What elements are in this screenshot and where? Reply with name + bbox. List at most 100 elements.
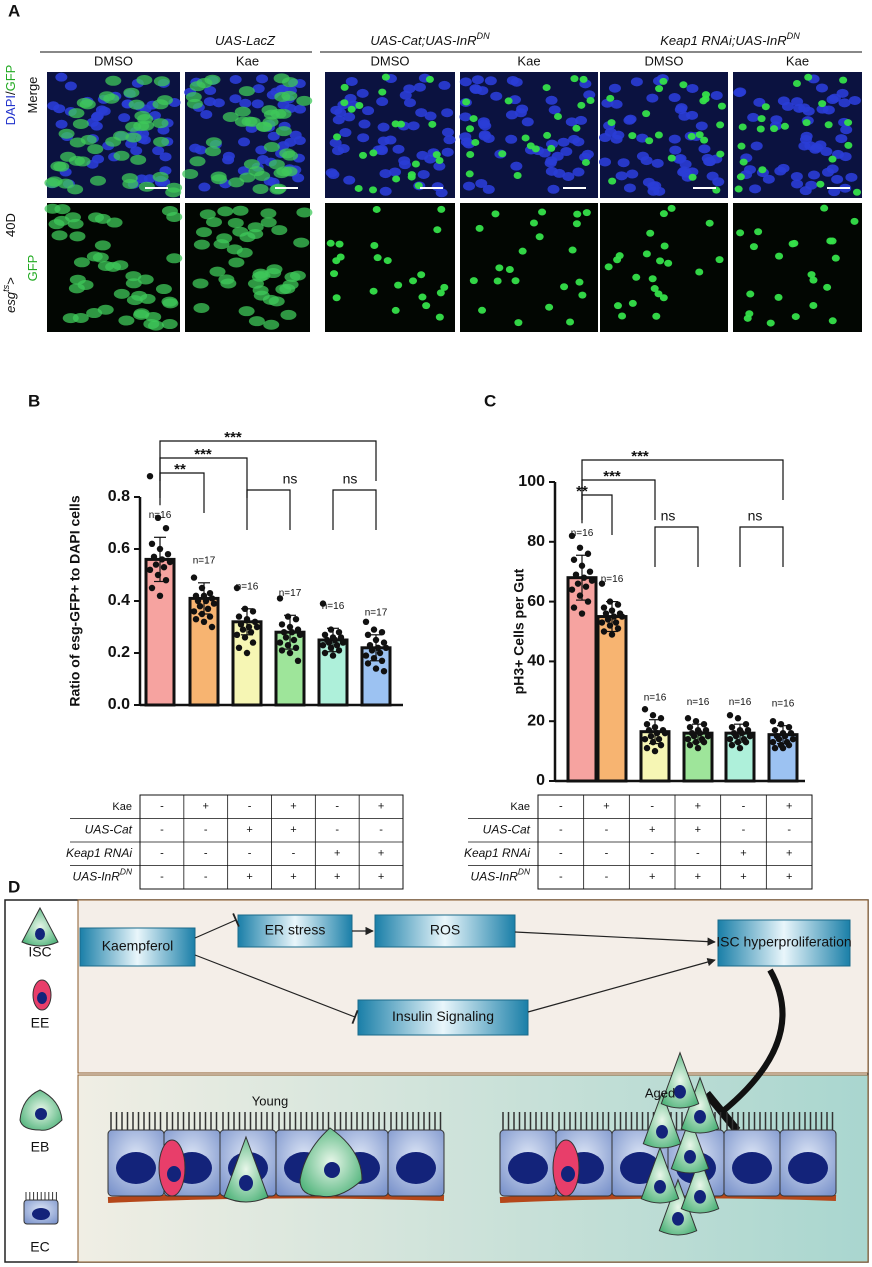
gfp-cell [577, 101, 586, 109]
gfp-cell [236, 247, 253, 258]
gfp-cell [392, 175, 401, 183]
data-point [233, 584, 241, 592]
table-cell: - [160, 801, 164, 813]
data-point [380, 668, 388, 675]
gfp-cell [340, 99, 349, 107]
nucleus [845, 172, 858, 182]
gfp-cell [478, 306, 487, 314]
data-point [276, 639, 284, 646]
nucleus [433, 161, 446, 171]
gfp-cell [136, 75, 153, 86]
gfp-cell [648, 275, 657, 283]
data-point [746, 732, 754, 740]
n-label: n=16 [644, 692, 667, 703]
gfp-cell [186, 98, 203, 109]
gfp-cell [254, 270, 271, 281]
nucleus [694, 1190, 706, 1204]
nucleus [357, 133, 370, 143]
data-point [162, 577, 170, 584]
gfp-cell [422, 302, 431, 310]
nucleus [793, 103, 806, 113]
gfp-cell [828, 155, 837, 163]
nucleus [362, 106, 375, 116]
data-point [253, 623, 261, 631]
table-cell: + [290, 871, 296, 883]
nucleus [647, 181, 660, 191]
group-header: UAS-Cat;UAS-InRDN [370, 31, 490, 48]
data-point [376, 649, 384, 657]
data-point [372, 665, 380, 672]
gfp-cell [780, 122, 789, 130]
gfp-cell [332, 294, 341, 302]
data-point [362, 652, 370, 659]
gfp-cell [211, 174, 228, 185]
data-point [243, 649, 251, 657]
gfp-cell [628, 132, 637, 140]
gfp-cell [818, 100, 827, 108]
nucleus [424, 111, 437, 121]
table-cell: - [742, 824, 746, 836]
nucleus [802, 106, 815, 116]
table-row-label: UAS-InRDN [73, 866, 133, 883]
significance-bracket [246, 489, 291, 530]
group-header-main: UAS-LacZ [215, 33, 276, 48]
nucleus [544, 158, 557, 168]
gfp-cell [153, 136, 170, 147]
nucleus [396, 1152, 436, 1184]
node-label: Kaempferol [102, 938, 174, 954]
gfp-cell [572, 220, 581, 228]
data-point [570, 556, 578, 563]
gfp-cell [608, 177, 617, 185]
nucleus [152, 146, 165, 156]
node-box [357, 999, 529, 1036]
nucleus [673, 154, 686, 164]
gfp-cell [826, 237, 835, 245]
nucleus [415, 108, 428, 118]
data-point [645, 726, 653, 734]
y-axis-label: pH3+ Cells per Gut [511, 568, 527, 694]
gfp-cell [526, 142, 535, 150]
gfp-cell [659, 294, 668, 302]
gfp-cell [667, 154, 676, 162]
nucleus [617, 158, 630, 168]
nucleus [654, 1180, 666, 1194]
data-point [247, 629, 255, 636]
data-point [204, 605, 212, 612]
nucleus [816, 104, 829, 114]
gfp-cell [660, 242, 669, 250]
nucleus [694, 1110, 706, 1124]
nucleus [624, 114, 637, 124]
inhibition [194, 954, 359, 1025]
table-row-label-main: Keap1 RNAi [464, 846, 530, 860]
gfp-cell [659, 210, 668, 218]
gfp-cell [86, 308, 103, 319]
gfp-cell [816, 180, 825, 188]
nucleus [32, 1208, 50, 1220]
gfp-cell [734, 185, 743, 193]
gfp-cell [566, 318, 575, 326]
significance-label: ns [748, 508, 763, 524]
data-point [278, 621, 286, 628]
nucleus [343, 112, 356, 122]
gfp-cell [613, 302, 622, 310]
nucleus [443, 135, 456, 145]
data-point [736, 744, 744, 752]
y-tick-label: 0 [536, 772, 545, 789]
gfp-cell [248, 316, 265, 327]
gfp-cell [204, 74, 221, 85]
nucleus [379, 169, 392, 179]
table-cell: - [248, 801, 252, 813]
gfp-cell [381, 73, 390, 81]
significance-label: *** [194, 446, 212, 463]
table-cell: - [379, 824, 383, 836]
gfp-cell [505, 266, 514, 274]
gfp-cell [137, 274, 154, 285]
group-header-sup: DN [477, 31, 491, 41]
data-point [192, 592, 200, 599]
gfp-cell [195, 227, 212, 238]
row-label-driver-part: ts [1, 284, 11, 292]
table-cell: - [605, 824, 609, 836]
gfp-cell [736, 173, 745, 181]
gfp-cell [137, 114, 154, 125]
data-point [578, 610, 586, 617]
